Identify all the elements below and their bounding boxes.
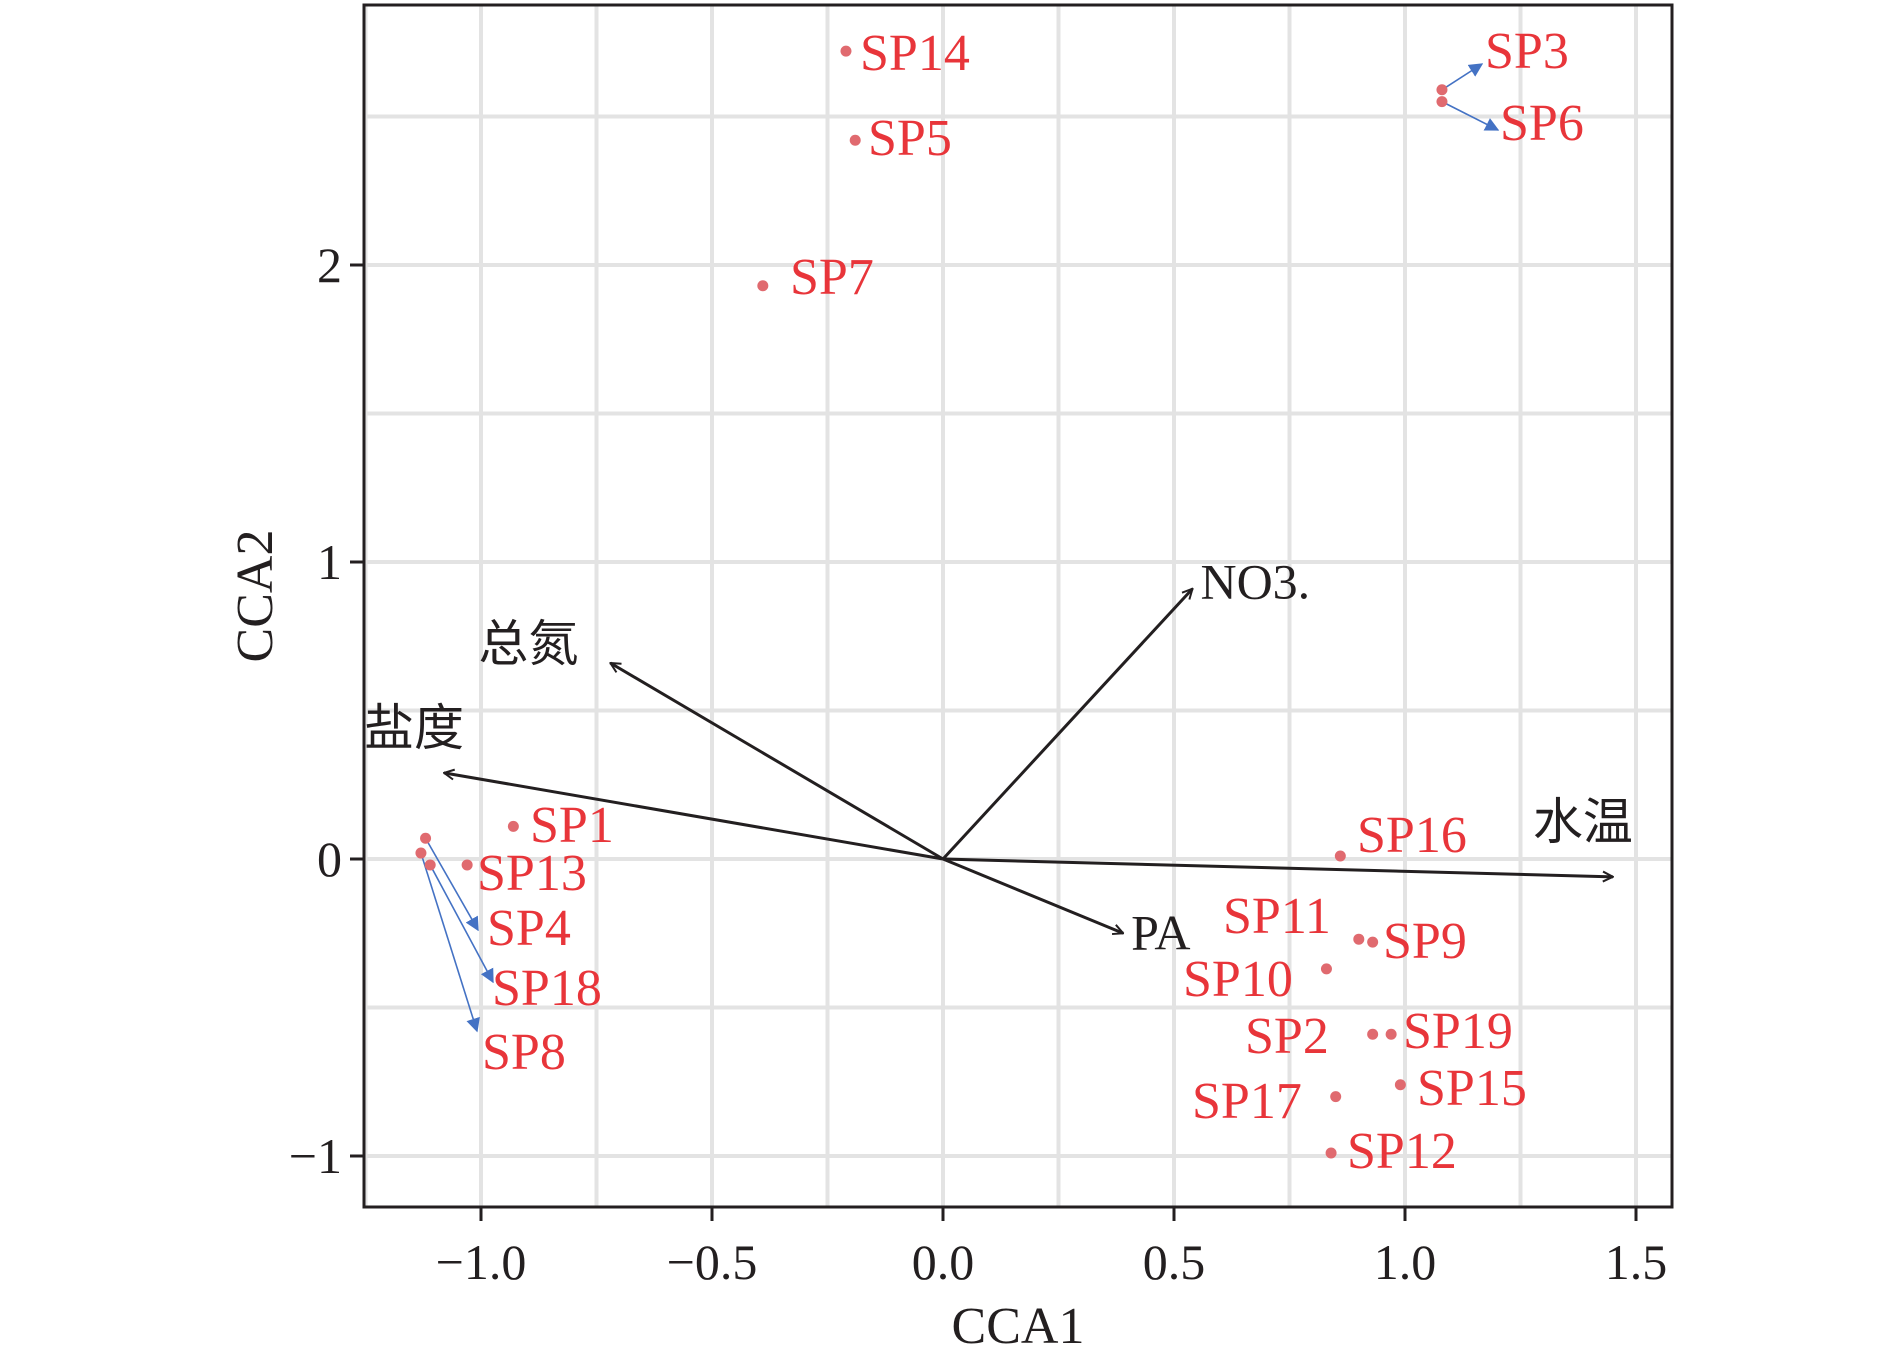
species-point [1325,1147,1337,1159]
species-point [1367,936,1379,948]
species-point [461,859,473,871]
species-point [1334,850,1346,862]
species-label: SP3 [1485,23,1569,80]
species-point [849,134,861,146]
leader-line [1441,100,1500,131]
y-tick-label: 0 [317,831,342,887]
species-label: SP11 [1223,888,1331,945]
leader-line [429,864,494,984]
axis-ticks: −1.0 −0.5 0.0 0.5 1.0 1.5 −1 0 1 2 [289,237,1667,1290]
env-label: 总氮 [478,616,578,672]
x-tick-label: 1.0 [1374,1234,1437,1290]
species-point [1385,1028,1397,1040]
species-label: SP7 [790,249,874,306]
y-tick-label: 2 [317,237,342,293]
species-point [1394,1079,1406,1091]
species-label: SP2 [1245,1008,1329,1065]
x-tick-label: −0.5 [667,1234,758,1290]
species-label: SP8 [482,1024,566,1081]
y-tick-label: 1 [317,534,342,590]
env-arrow [942,857,1123,933]
plot-frame [362,3,1674,1209]
species-label: SP10 [1183,951,1293,1008]
species-point [1436,84,1448,96]
env-label: NO3. [1200,554,1310,610]
leader-line [424,837,479,932]
species-label: SP13 [477,845,587,902]
y-axis-title: CCA2 [227,530,284,663]
species-point [840,45,852,57]
species-label: SP19 [1403,1003,1513,1060]
species-label: SP1 [530,797,614,854]
env-label: 盐度 [364,700,464,756]
env-arrow [610,661,944,861]
x-axis-title: CCA1 [952,1298,1085,1355]
leader-line [420,852,480,1033]
y-tick-label: −1 [289,1128,342,1184]
x-tick-label: 0.5 [1143,1234,1206,1290]
species-point [757,280,769,292]
species-point [507,820,519,832]
species-point [420,832,432,844]
species-point [1330,1091,1342,1103]
species-label: SP18 [492,960,602,1017]
species-points: SP1 SP2 SP3 SP4 SP5 SP6 SP7 SP8 SP9 SP10 SP11 SP12 S… [415,23,1584,1180]
species-label: SP4 [487,900,571,957]
env-arrow [942,857,1613,877]
species-point [1320,963,1332,975]
x-tick-label: −1.0 [436,1234,527,1290]
x-tick-label: 1.5 [1605,1234,1668,1290]
env-arrow [444,773,944,861]
env-arrow [941,589,1192,861]
species-label: SP17 [1192,1073,1302,1130]
species-label: SP5 [868,110,952,167]
species-label: SP15 [1417,1060,1527,1117]
grid [363,5,1672,1207]
species-label: SP9 [1383,913,1467,970]
species-point [415,847,427,859]
label-leader-lines [420,63,1500,1033]
species-label: SP14 [860,25,970,82]
species-point [1436,96,1448,108]
species-label: SP12 [1347,1123,1457,1180]
species-point [424,859,436,871]
env-label: 水温 [1533,794,1633,850]
species-point [1353,933,1365,945]
species-label: SP6 [1500,95,1584,152]
x-tick-label: 0.0 [912,1234,975,1290]
species-point [1367,1028,1379,1040]
species-label: SP16 [1357,807,1467,864]
leader-line [1441,63,1484,91]
env-label: PA [1131,904,1190,960]
